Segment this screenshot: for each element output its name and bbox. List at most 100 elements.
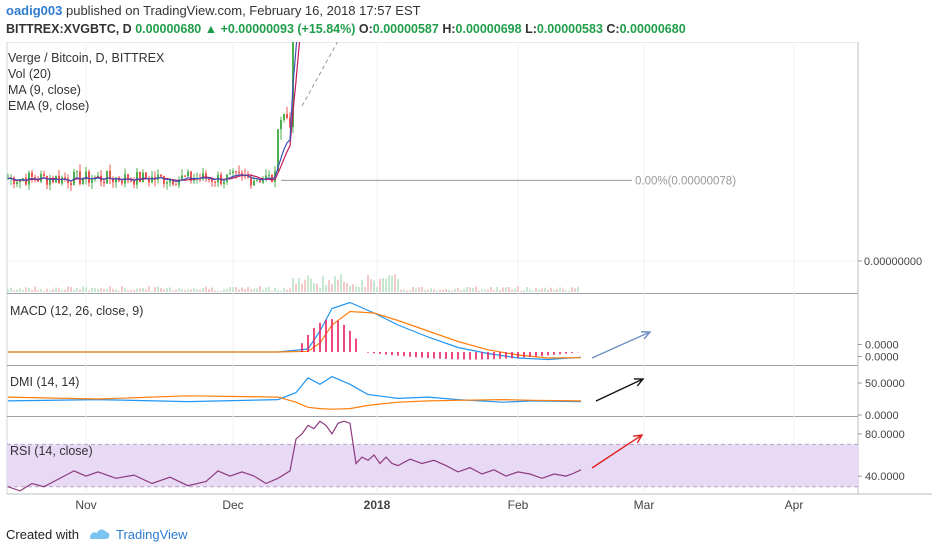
volume-bar <box>136 288 138 292</box>
volume-bar <box>403 289 405 292</box>
macd-histogram-bar <box>499 352 501 359</box>
time-tick-label: Apr <box>785 498 804 512</box>
arrow-shaft <box>591 434 643 469</box>
created-with-label: Created with <box>6 527 79 542</box>
volume-bar <box>304 279 306 292</box>
candle-body <box>283 114 285 120</box>
candle-body <box>169 179 171 183</box>
volume-bar <box>532 290 534 292</box>
rsi-band <box>7 444 858 487</box>
indicator-tick-label: 0.0000 <box>865 340 899 352</box>
volume-bar <box>124 288 126 292</box>
candle-body <box>184 175 186 177</box>
volume-bar <box>526 287 528 292</box>
candle-body <box>205 173 207 180</box>
volume-bar <box>478 290 480 292</box>
volume-bars <box>7 274 579 292</box>
volume-bar <box>139 288 141 292</box>
volume-bar <box>193 288 195 292</box>
pane-frames <box>6 42 932 495</box>
macd-histogram-bar <box>511 352 513 359</box>
volume-bar <box>388 275 390 292</box>
volume-bar <box>43 290 45 292</box>
indicator-series-line <box>7 420 582 492</box>
grid-lines <box>7 42 858 494</box>
macd-histogram-bar <box>409 352 411 357</box>
annotation-arrows <box>591 331 652 469</box>
volume-bar <box>421 286 423 292</box>
candle-body <box>214 181 216 183</box>
volume-bar <box>523 290 525 292</box>
volume-bar <box>229 287 231 292</box>
macd-histogram-bar <box>493 352 495 360</box>
volume-bar <box>460 290 462 292</box>
volume-bar <box>406 290 408 292</box>
candle-body <box>247 176 249 178</box>
volume-bar <box>367 274 369 292</box>
candle-body <box>289 117 291 128</box>
macd-histogram-bar <box>565 352 567 354</box>
candle-body <box>91 179 93 183</box>
volume-bar <box>295 283 297 292</box>
candle-body <box>235 171 237 173</box>
macd-histogram-bar <box>505 352 507 359</box>
macd-histogram-bar <box>445 352 447 360</box>
volume-bar <box>343 281 345 292</box>
candle-body <box>115 177 117 183</box>
indicator-tick-label: 80.0000 <box>865 429 905 441</box>
macd-histogram-bar <box>301 343 303 352</box>
volume-bar <box>16 289 18 292</box>
macd-pane[interactable] <box>8 301 582 361</box>
volume-bar <box>85 287 87 292</box>
chart-header: oadig003 published on TradingView.com, F… <box>0 0 932 42</box>
volume-bar <box>466 287 468 292</box>
chart-area[interactable]: 261.80%(0.00001648)161.80%(0.00001048)10… <box>0 42 932 518</box>
volume-bar <box>400 289 402 292</box>
volume-bar <box>424 289 426 292</box>
price-tick-label: 0.00000000 <box>864 256 922 268</box>
volume-bar <box>547 289 549 292</box>
macd-histogram-bar <box>457 352 459 360</box>
open-value: 0.00000587 <box>372 22 439 36</box>
indicator-tick-label: 40.0000 <box>865 471 905 483</box>
fibonacci-level-label: 0.00%(0.00000078) <box>635 175 736 187</box>
candle-body <box>190 171 192 181</box>
tradingview-brand[interactable]: TradingView <box>116 527 188 542</box>
macd-histogram-bar <box>487 352 489 360</box>
candle-body <box>181 175 183 180</box>
volume-bar <box>166 288 168 292</box>
volume-bar <box>31 290 33 292</box>
volume-bar <box>244 289 246 292</box>
time-axis[interactable]: Nov Dec 2018 Feb Mar Apr <box>75 498 803 512</box>
macd-histogram-bar <box>469 352 471 360</box>
volume-bar <box>541 288 543 292</box>
candle-body <box>67 178 69 184</box>
candle-body <box>25 178 27 185</box>
candle-body <box>238 171 240 173</box>
candle-body <box>103 181 105 184</box>
volume-bar <box>310 278 312 292</box>
volume-bar <box>94 288 96 292</box>
macd-histogram-bar <box>319 322 321 352</box>
close-value: 0.00000680 <box>619 22 686 36</box>
macd-histogram-bar <box>307 334 309 352</box>
volume-bar <box>436 290 438 292</box>
price-axis[interactable]: 0.000020000.000015000.000010000.00000500… <box>858 42 932 483</box>
candle-body <box>166 182 168 184</box>
rsi-pane[interactable] <box>7 420 858 492</box>
tradingview-logo-icon[interactable] <box>87 526 111 547</box>
time-tick-label: Nov <box>75 498 96 512</box>
dmi-pane[interactable] <box>7 375 582 410</box>
volume-bar <box>154 286 156 292</box>
volume-bar <box>337 279 339 292</box>
high-label: H: <box>442 22 456 36</box>
last-price: 0.00000680 <box>135 22 202 36</box>
volume-bar <box>253 288 255 292</box>
macd-histogram-bar <box>421 352 423 358</box>
macd-histogram-bar <box>373 352 375 354</box>
author-name[interactable]: oadig003 <box>6 3 63 18</box>
close-label: C: <box>606 22 620 36</box>
volume-bar <box>463 288 465 292</box>
volume-bar <box>346 282 348 292</box>
volume-bar <box>214 290 216 292</box>
